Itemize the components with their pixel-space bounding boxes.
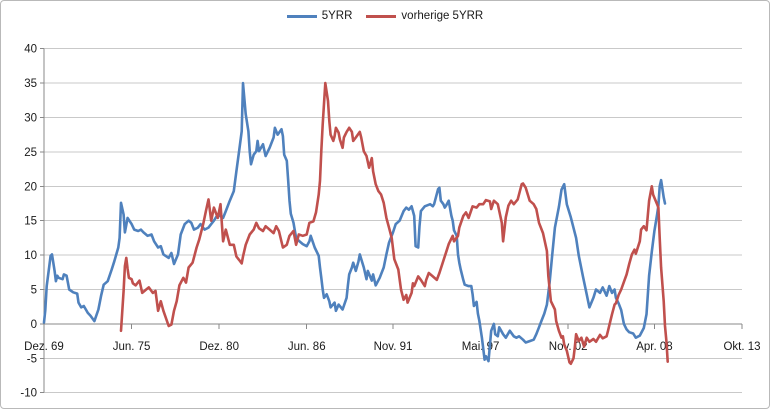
y-tick-label: 25 xyxy=(24,147,37,159)
y-tick-label: 15 xyxy=(24,216,37,228)
x-tick-label: Nov. 91 xyxy=(374,341,413,353)
series-line-5yrr xyxy=(42,81,667,363)
x-tick-label: Dez. 69 xyxy=(24,341,64,353)
y-tick-label: 20 xyxy=(24,181,37,193)
chart-legend: 5YRR vorherige 5YRR xyxy=(1,10,769,22)
y-tick-label: -5 xyxy=(27,353,37,365)
x-tick-label: Okt. 13 xyxy=(723,341,760,353)
y-tick-label: 10 xyxy=(24,250,37,262)
y-tick-label: 30 xyxy=(24,113,37,125)
y-tick-label: 35 xyxy=(24,78,37,90)
legend-line-icon xyxy=(286,14,317,18)
y-tick-label: -10 xyxy=(20,388,37,400)
legend-item-vorherige-5yrr: vorherige 5YRR xyxy=(366,10,483,22)
x-tick-label: Nov. 02 xyxy=(549,341,588,353)
x-tick-label: Dez. 80 xyxy=(199,341,239,353)
x-tick-label: Jun. 86 xyxy=(288,341,326,353)
y-tick-label: 5 xyxy=(31,285,37,297)
legend-label-5yrr: 5YRR xyxy=(321,10,353,22)
legend-label-vorherige-5yrr: vorherige 5YRR xyxy=(401,10,484,22)
x-tick-label: Apr. 08 xyxy=(636,341,672,353)
y-tick-label: 0 xyxy=(31,319,37,331)
legend-item-5yrr: 5YRR xyxy=(286,10,353,22)
legend-line-icon xyxy=(366,14,397,18)
x-tick-label: Jun. 75 xyxy=(113,341,151,353)
series-line-vorherige-5yrr xyxy=(119,81,670,366)
x-tick-label: Mai. 97 xyxy=(462,341,500,353)
y-tick-label: 40 xyxy=(24,44,37,56)
